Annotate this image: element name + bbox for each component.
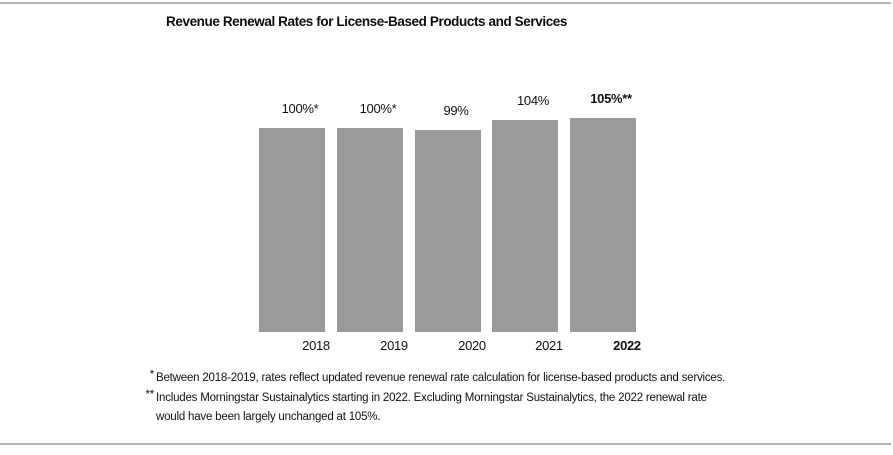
x-axis-label-2019: 2019 bbox=[380, 338, 408, 353]
x-axis-label-2021: 2021 bbox=[535, 338, 563, 353]
x-axis-label-2018: 2018 bbox=[302, 338, 330, 353]
footnote-marker: * bbox=[149, 369, 154, 381]
bar-2019 bbox=[337, 128, 403, 332]
x-axis-label-2022: 2022 bbox=[613, 338, 641, 353]
chart-title: Revenue Renewal Rates for License-Based … bbox=[166, 14, 568, 29]
bar-value-label: 105%** bbox=[590, 91, 632, 106]
bar-value-label: 104% bbox=[516, 93, 550, 108]
footnote: * Between 2018-2019, rates reflect update… bbox=[138, 369, 726, 389]
top-divider bbox=[0, 2, 891, 4]
footnotes: * Between 2018-2019, rates reflect update… bbox=[138, 369, 725, 428]
bar-2018 bbox=[259, 128, 325, 332]
x-axis-label-2020: 2020 bbox=[458, 338, 486, 353]
bottom-divider bbox=[0, 443, 891, 445]
footnote: ** Includes Morningstar Sustainalytics st… bbox=[138, 389, 725, 428]
footnote-text: Between 2018-2019, rates reflect updated… bbox=[156, 369, 725, 389]
footnote-line: Includes Morningstar Sustainalytics star… bbox=[156, 391, 707, 404]
bar-2020 bbox=[415, 130, 481, 332]
bar-2021 bbox=[492, 120, 558, 332]
footnote-marker: ** bbox=[145, 388, 154, 401]
bar-value-label: 100%* bbox=[359, 101, 397, 116]
bar-2022 bbox=[570, 118, 636, 332]
footnote-line: would have been largely unchanged at 105… bbox=[156, 411, 381, 423]
footnote-text: Includes Morningstar Sustainalytics star… bbox=[156, 389, 725, 428]
bar-value-label: 99% bbox=[443, 103, 469, 118]
footnote-line: Between 2018-2019, rates reflect updated… bbox=[156, 372, 726, 384]
bar-value-label: 100%* bbox=[281, 101, 319, 116]
